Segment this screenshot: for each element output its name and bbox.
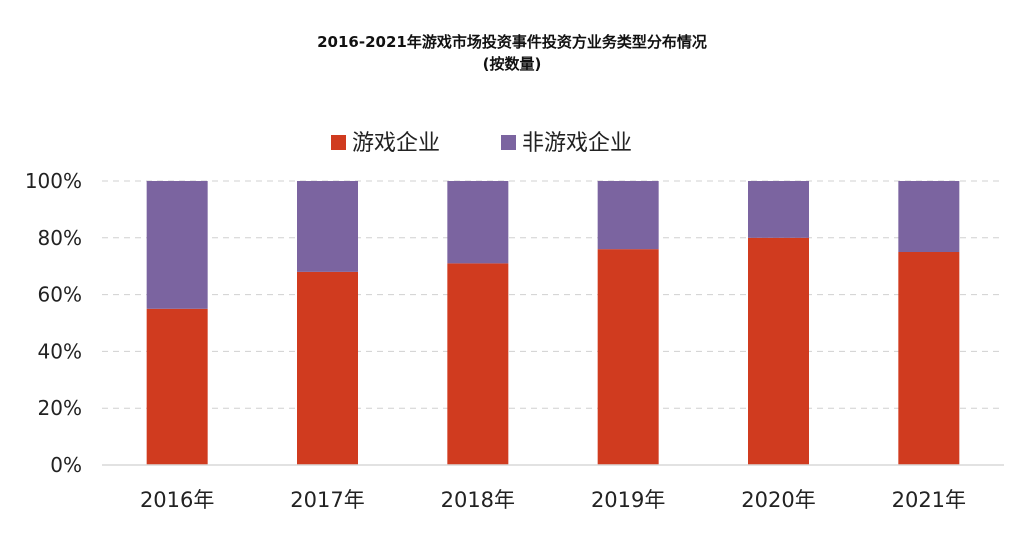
bar-non-game-enterprise (297, 181, 358, 272)
legend-swatch-nongame (501, 135, 516, 150)
x-tick-label: 2019年 (591, 488, 665, 512)
bar-non-game-enterprise (597, 181, 659, 250)
y-axis-ticks: 0% 20% 40% 60% 80% 100% (25, 169, 82, 477)
gridlines (102, 180, 1004, 409)
bar-game-enterprise (898, 252, 960, 465)
legend: 游戏企业 非游戏企业 (331, 131, 632, 156)
x-tick-label: 2018年 (441, 488, 515, 512)
y-tick-label: 80% (38, 226, 82, 250)
bar-non-game-enterprise (447, 181, 509, 264)
y-tick-label: 60% (38, 283, 82, 307)
x-tick-label: 2020年 (741, 488, 815, 512)
y-tick-label: 40% (38, 339, 82, 363)
bar-game-enterprise (146, 308, 208, 465)
y-tick-label: 0% (50, 453, 82, 477)
bar-game-enterprise (597, 249, 659, 465)
x-axis-labels: 2016年 2017年 2018年 2019年 2020年 2021年 (140, 488, 966, 512)
bar-non-game-enterprise (898, 181, 960, 252)
x-tick-label: 2017年 (290, 488, 364, 512)
legend-label-game: 游戏企业 (352, 131, 440, 156)
bars (146, 181, 960, 465)
bar-non-game-enterprise (146, 181, 208, 309)
legend-swatch-game (331, 135, 346, 150)
bar-game-enterprise (297, 271, 358, 465)
bar-game-enterprise (447, 263, 509, 465)
legend-label-nongame: 非游戏企业 (522, 131, 632, 156)
bar-non-game-enterprise (748, 181, 809, 238)
x-tick-label: 2021年 (892, 488, 966, 512)
chart-subtitle: (按数量) (483, 55, 542, 73)
x-tick-label: 2016年 (140, 488, 214, 512)
y-tick-label: 20% (38, 396, 82, 420)
y-tick-label: 100% (25, 169, 82, 193)
bar-game-enterprise (748, 237, 809, 465)
chart-title: 2016-2021年游戏市场投资事件投资方业务类型分布情况 (317, 33, 707, 51)
